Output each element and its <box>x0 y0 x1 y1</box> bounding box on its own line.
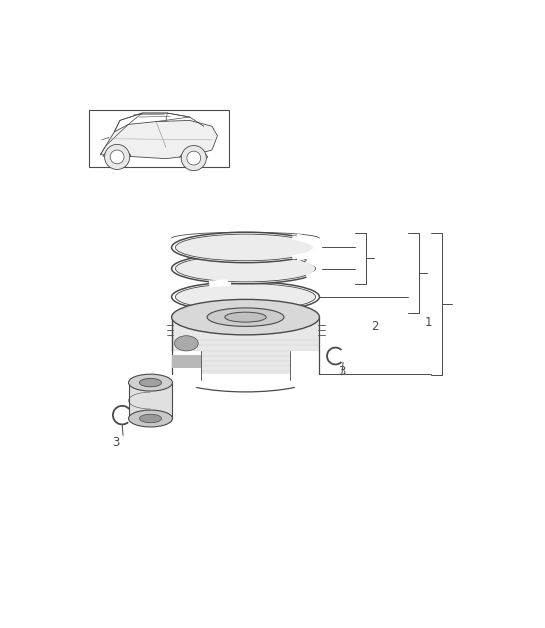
Text: 1: 1 <box>425 316 433 329</box>
Circle shape <box>105 144 130 170</box>
Ellipse shape <box>225 312 266 322</box>
Circle shape <box>187 151 201 165</box>
Text: 2: 2 <box>371 320 379 333</box>
Ellipse shape <box>172 282 319 312</box>
Circle shape <box>181 146 207 171</box>
Circle shape <box>110 150 124 164</box>
Polygon shape <box>100 121 217 159</box>
Text: 3: 3 <box>112 436 119 449</box>
Ellipse shape <box>129 410 172 427</box>
Ellipse shape <box>140 414 161 423</box>
Polygon shape <box>172 317 319 374</box>
Ellipse shape <box>172 232 319 263</box>
Ellipse shape <box>174 336 198 351</box>
Ellipse shape <box>175 234 316 261</box>
Ellipse shape <box>129 374 172 391</box>
Ellipse shape <box>207 308 284 327</box>
Ellipse shape <box>140 379 161 387</box>
Ellipse shape <box>172 253 319 284</box>
Polygon shape <box>172 351 201 381</box>
Ellipse shape <box>175 284 316 310</box>
Ellipse shape <box>175 255 316 282</box>
Polygon shape <box>129 382 172 418</box>
Bar <box>89 110 229 167</box>
Text: 3: 3 <box>338 365 346 378</box>
Ellipse shape <box>172 300 319 335</box>
Polygon shape <box>172 355 201 368</box>
Polygon shape <box>290 351 319 381</box>
